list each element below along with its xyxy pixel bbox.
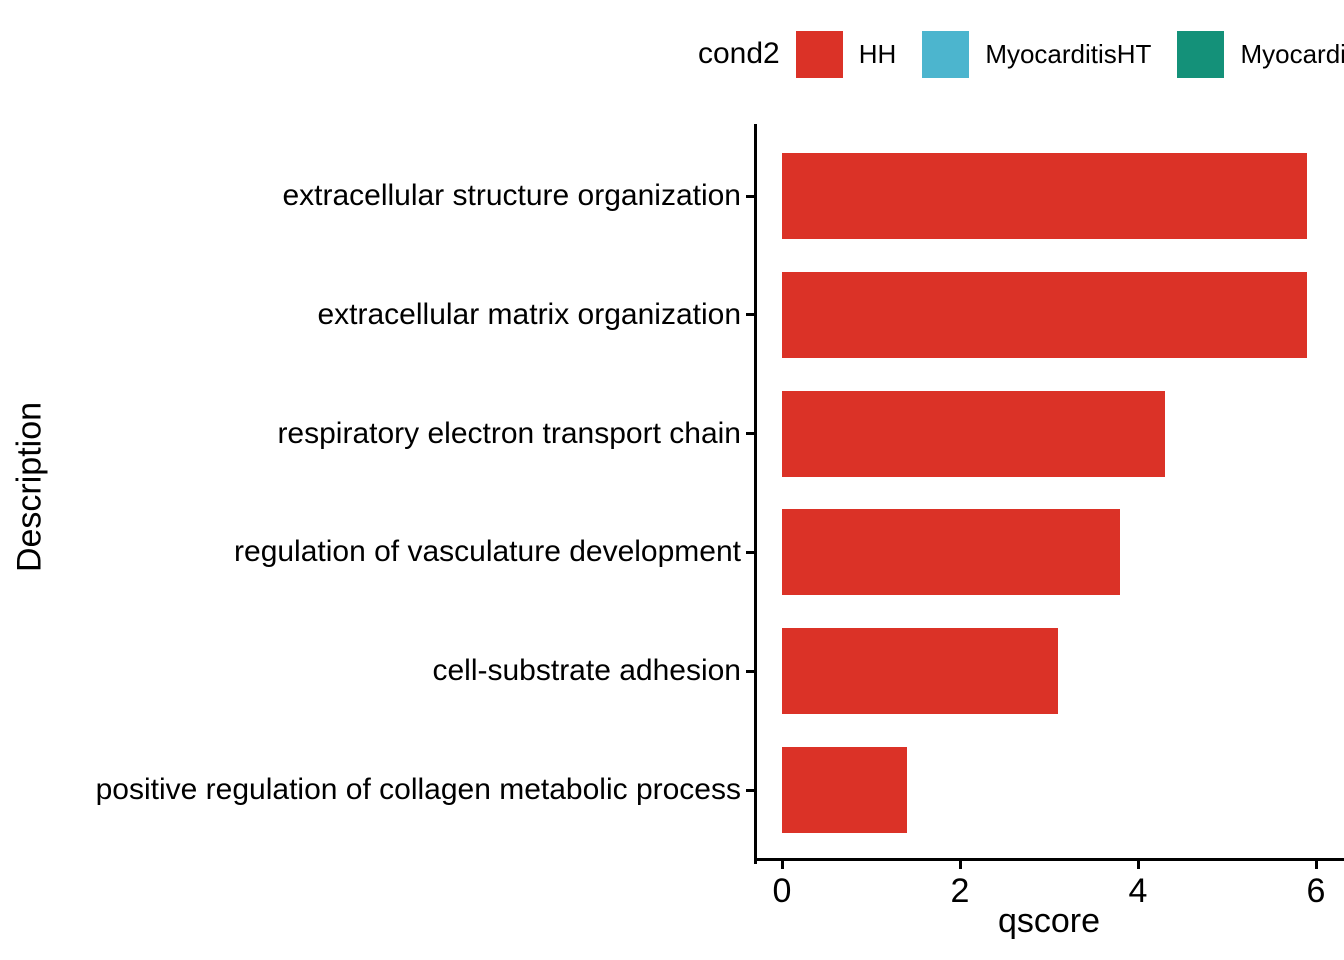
legend-swatch-icon [922, 30, 970, 78]
y-axis-title: Description [10, 401, 49, 573]
legend-entries: HH MyocarditisHT Myocarditis [795, 30, 1344, 78]
legend-entry-label: Myocarditis [1240, 38, 1344, 69]
bar [782, 271, 1308, 358]
bar [782, 390, 1165, 477]
y-tick [746, 788, 757, 792]
x-tick [1314, 858, 1318, 869]
y-tick [746, 194, 757, 198]
category-label: extracellular matrix organization [317, 297, 741, 331]
legend-swatch-icon [795, 30, 843, 78]
x-tick-label: 2 [950, 872, 970, 910]
legend-entry-label: HH [858, 38, 897, 69]
y-tick [746, 313, 757, 317]
x-tick-label: 4 [1128, 872, 1148, 910]
y-tick [746, 550, 757, 554]
x-tick [780, 858, 784, 869]
legend-title: cond2 [698, 37, 780, 70]
y-tick [746, 432, 757, 436]
category-label: cell-substrate adhesion [432, 654, 741, 688]
bar [782, 153, 1308, 239]
x-axis-line [754, 858, 1344, 861]
y-tick [746, 669, 757, 673]
bar [782, 509, 1121, 596]
category-label: respiratory electron transport chain [277, 416, 741, 450]
category-label: extracellular structure organization [282, 179, 741, 212]
x-tick-label: 6 [1306, 872, 1326, 910]
category-label: regulation of vasculature development [234, 535, 741, 569]
x-tick [958, 858, 962, 869]
legend-entry: HH [795, 30, 897, 78]
legend: cond2 HH MyocarditisHT Myocarditis [698, 28, 1344, 80]
x-tick-label: 0 [772, 872, 792, 910]
legend-entry: Myocarditis [1177, 30, 1344, 78]
x-axis-title: qscore [997, 902, 1101, 940]
legend-entry: MyocarditisHT [922, 30, 1152, 78]
category-label: positive regulation of collagen metaboli… [95, 773, 741, 806]
bar [782, 747, 907, 833]
bar [782, 628, 1058, 715]
x-tick [1136, 858, 1140, 869]
legend-swatch-icon [1177, 30, 1225, 78]
y-axis-line [754, 124, 757, 864]
legend-entry-label: MyocarditisHT [985, 38, 1152, 69]
